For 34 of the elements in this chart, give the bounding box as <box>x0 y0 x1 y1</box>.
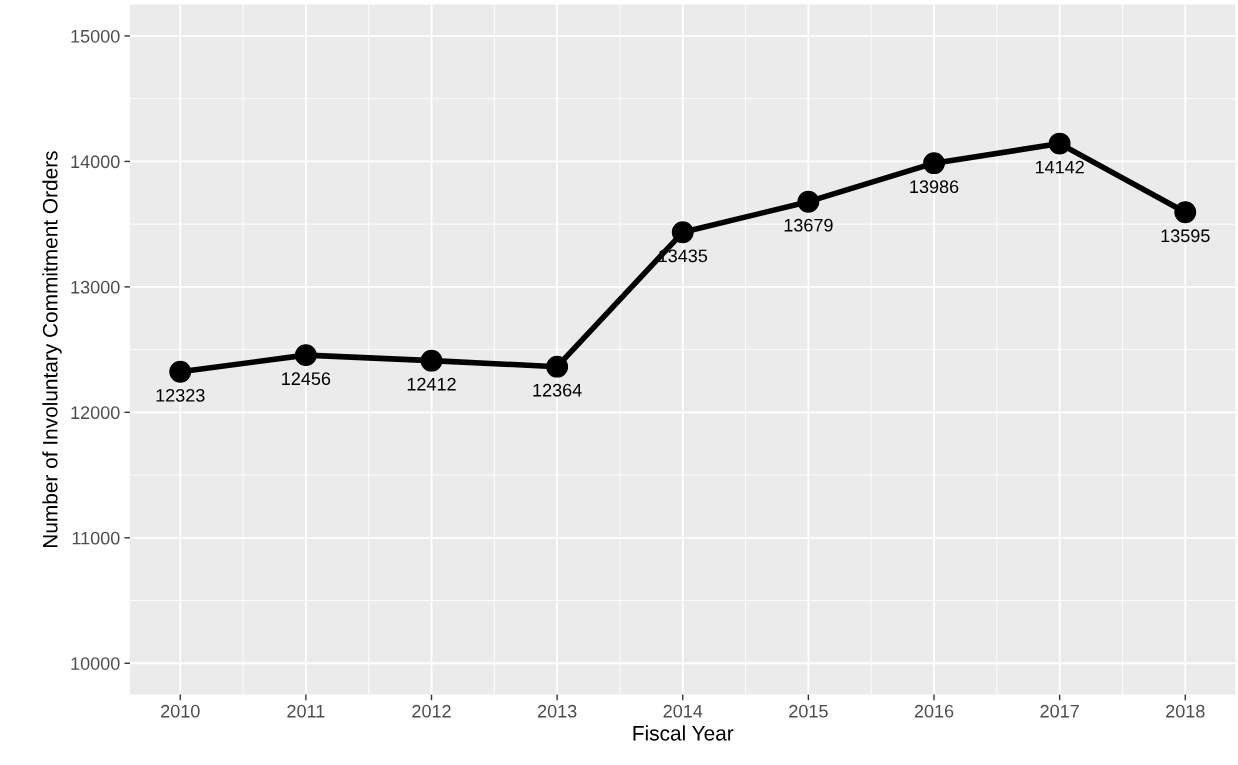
x-axis-title: Fiscal Year <box>633 725 734 741</box>
point <box>546 355 569 378</box>
data-label: 13679 <box>784 218 833 232</box>
y-tick-label: 11000 <box>72 531 120 545</box>
data-label: 12364 <box>533 383 582 397</box>
x-tick-label: 2014 <box>663 704 703 718</box>
x-tick-label: 2013 <box>537 704 577 718</box>
x-tick-label: 2012 <box>412 704 451 718</box>
data-label: 13595 <box>1161 229 1210 243</box>
point <box>294 344 317 367</box>
y-tick-label: 12000 <box>71 406 120 420</box>
data-label: 14142 <box>1035 160 1084 174</box>
data-label: 12456 <box>282 372 331 386</box>
x-tick-label: 2011 <box>287 704 325 718</box>
y-tick-label: 10000 <box>71 657 120 670</box>
data-label: 12323 <box>156 388 205 402</box>
point <box>797 190 820 213</box>
y-tick-label: 15000 <box>71 29 120 43</box>
point <box>1048 132 1071 155</box>
y-axis-title: Number of Involuntary Commitment Orders <box>42 151 62 548</box>
point <box>1174 201 1197 224</box>
x-tick-label: 2017 <box>1040 704 1079 718</box>
x-tick-label: 2010 <box>161 704 200 718</box>
x-tick-label: 2018 <box>1166 704 1205 718</box>
point <box>420 349 443 372</box>
y-tick-label: 13000 <box>71 280 120 294</box>
point <box>923 152 945 175</box>
y-tick-label: 14000 <box>71 155 120 169</box>
x-tick-label: 2015 <box>789 704 828 718</box>
point <box>169 360 192 383</box>
x-tick-label: 2016 <box>914 704 954 718</box>
data-label: 12412 <box>407 377 456 391</box>
point <box>671 221 694 244</box>
data-label: 13986 <box>910 180 959 194</box>
